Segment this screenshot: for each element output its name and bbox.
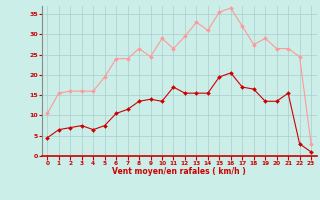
X-axis label: Vent moyen/en rafales ( km/h ): Vent moyen/en rafales ( km/h ): [112, 167, 246, 176]
